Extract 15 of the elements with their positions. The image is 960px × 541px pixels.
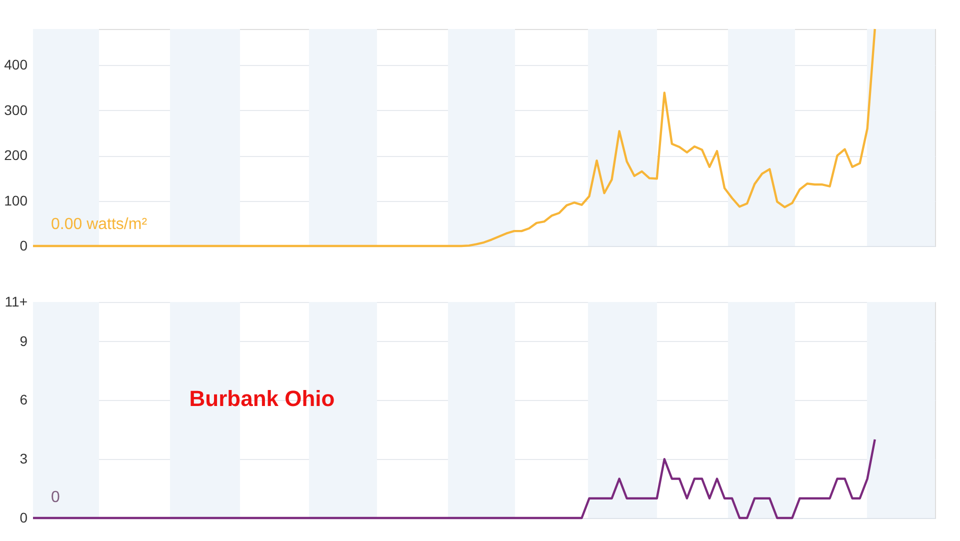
annotation: 0.00 watts/m²	[51, 216, 148, 233]
y-tick-label: 11+	[4, 294, 28, 310]
y-tick-label: 300	[4, 102, 28, 118]
y-tick-label: 6	[20, 392, 28, 408]
y-tick-label: 400	[4, 56, 28, 73]
annotation: 0	[51, 489, 60, 506]
y-tick-label: 0	[20, 510, 28, 526]
line-series	[32, 28, 876, 248]
line-series	[32, 438, 876, 520]
y-tick-label: 9	[20, 332, 28, 349]
y-tick-label: 3	[20, 450, 28, 467]
y-tick-label: 0	[20, 238, 28, 254]
annotation: Burbank Ohio	[189, 386, 335, 411]
y-tick-label: 100	[4, 192, 28, 208]
y-tick-label: 200	[4, 147, 28, 164]
